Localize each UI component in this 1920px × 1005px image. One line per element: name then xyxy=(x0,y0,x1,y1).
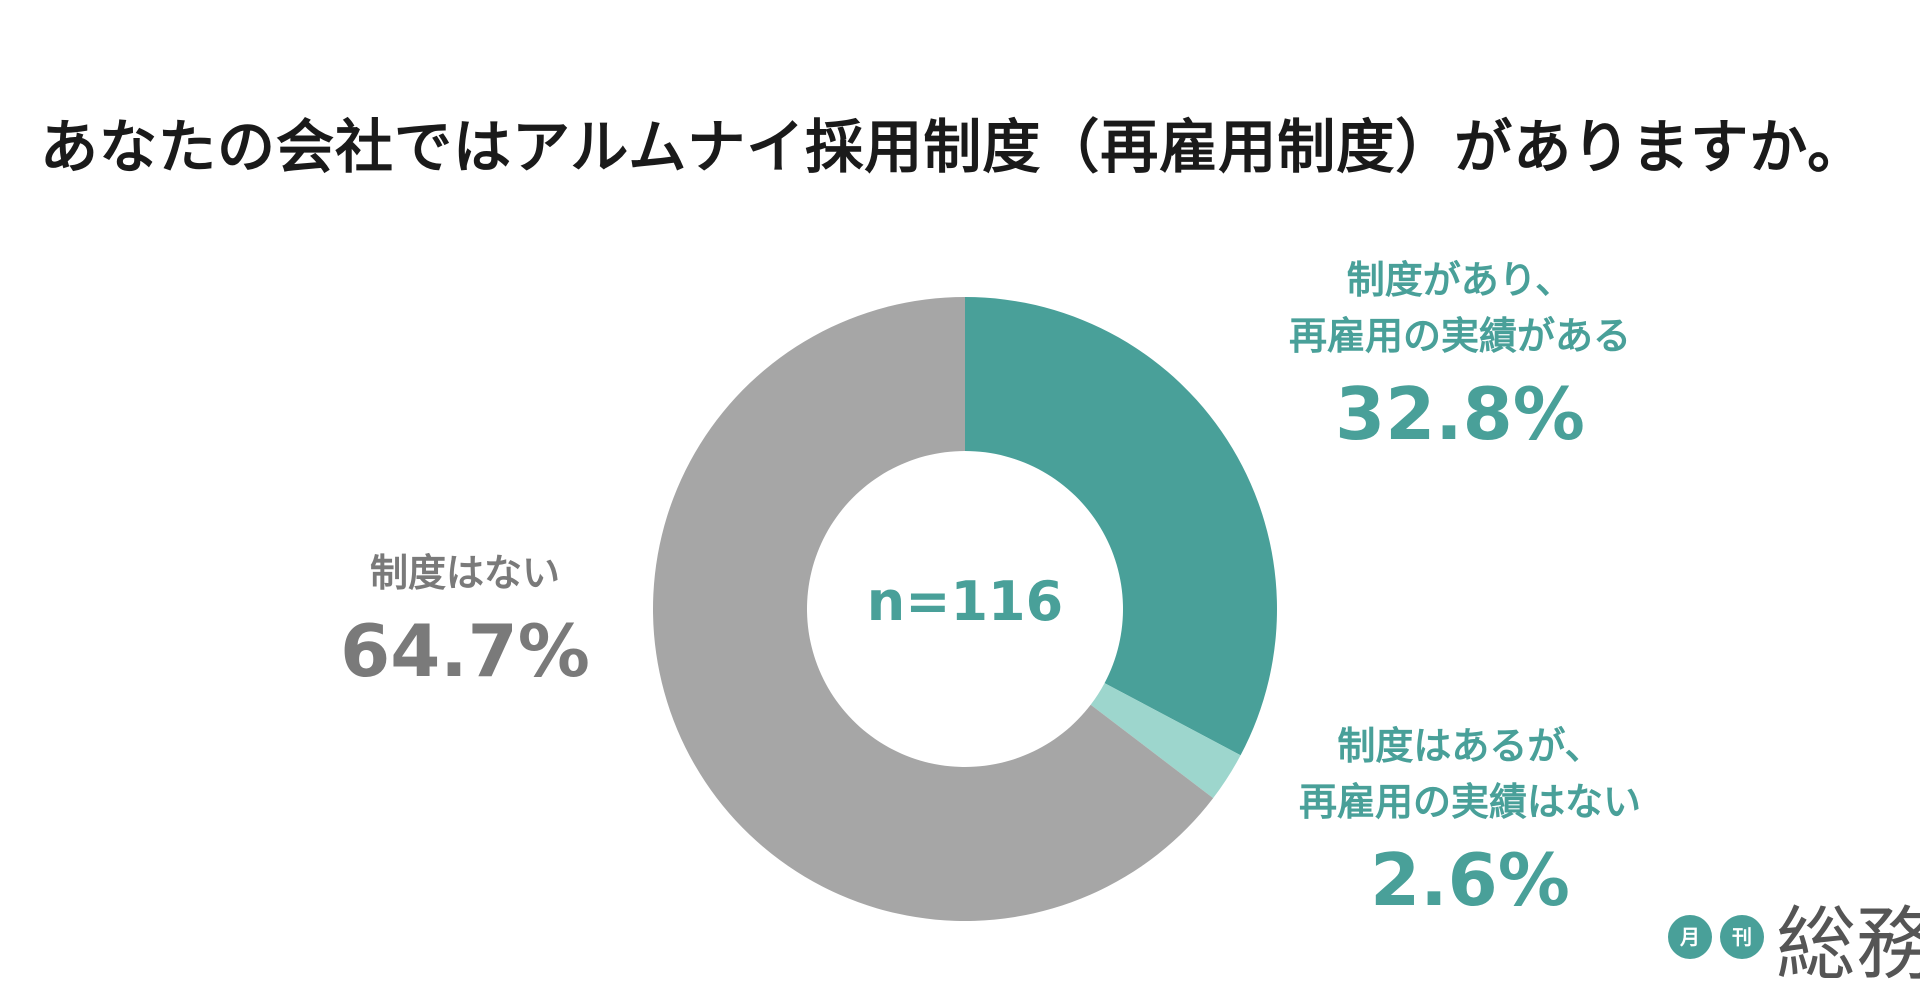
slice-system-no-rehire xyxy=(1090,683,1241,799)
callout-label-line: 再雇用の実績はない xyxy=(1298,780,1641,824)
sample-size-label: n=116 xyxy=(866,570,1064,633)
callout-label-line: 制度はない xyxy=(369,551,560,595)
callout-percent: 2.6% xyxy=(1370,838,1570,922)
callout-system-with-rehire: 制度があり、 再雇用の実績がある 32.8% xyxy=(1230,252,1690,460)
callout-label-line: 制度はあるが、 xyxy=(1337,724,1603,768)
callout-percent: 64.7% xyxy=(340,609,590,693)
logo-wordmark: 総務 xyxy=(1776,898,1920,991)
callout-system-no-rehire: 制度はあるが、 再雇用の実績はない 2.6% xyxy=(1240,718,1700,926)
callout-label-line: 再雇用の実績がある xyxy=(1288,314,1631,358)
chart-title: あなたの会社ではアルムナイ採用制度（再雇用制度）がありますか。 xyxy=(40,113,1867,181)
callout-no-system: 制度はない 64.7% xyxy=(310,545,620,697)
callout-percent: 32.8% xyxy=(1335,372,1585,456)
slice-system-with-rehire xyxy=(965,297,1277,756)
logo-badge: 刊 xyxy=(1720,915,1764,959)
callout-label-line: 制度があり、 xyxy=(1346,258,1574,302)
logo-badge: 月 xyxy=(1668,915,1712,959)
slice-no-system xyxy=(653,297,1214,921)
